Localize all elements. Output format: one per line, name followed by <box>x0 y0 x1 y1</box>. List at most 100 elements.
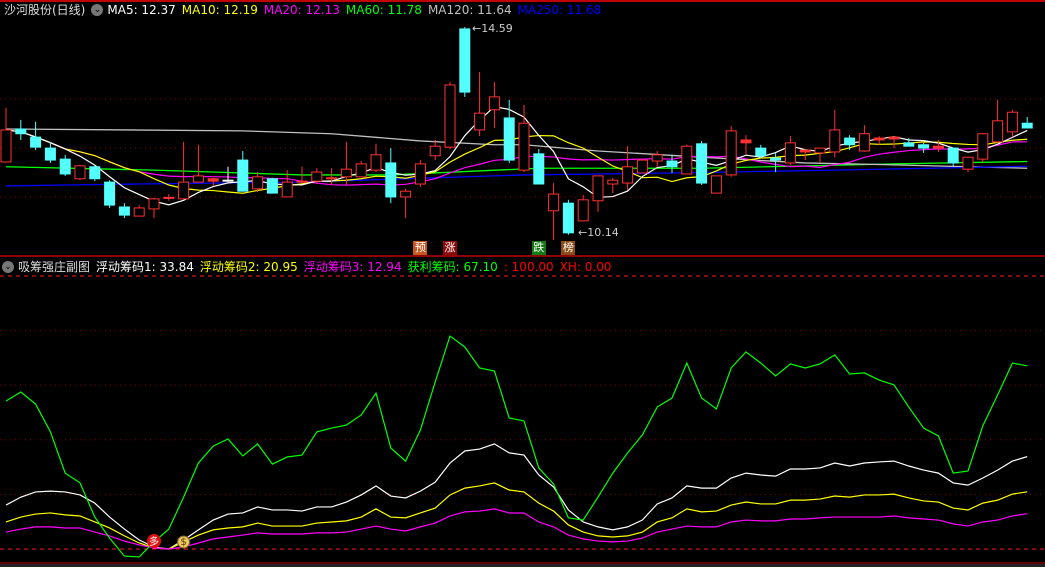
candle <box>192 144 204 183</box>
signal-marker-text: $ <box>180 537 186 548</box>
candle <box>0 107 12 163</box>
chevron-down-icon[interactable]: ⌄ <box>2 261 14 273</box>
candle-body <box>104 181 116 206</box>
candle <box>903 138 915 147</box>
candle <box>104 180 116 208</box>
candle <box>651 150 663 167</box>
candle-body <box>992 120 1004 143</box>
candle <box>518 105 530 173</box>
candle <box>30 121 42 151</box>
candle-body <box>296 180 308 183</box>
candle-body <box>178 181 190 200</box>
ma-line-ma5 <box>5 106 1028 206</box>
candle <box>207 177 219 186</box>
candle <box>799 149 811 161</box>
sub-line <box>5 443 1028 550</box>
candle <box>340 141 352 185</box>
candle <box>577 195 589 222</box>
candle-body <box>844 137 856 146</box>
candle <box>562 199 574 235</box>
chevron-down-icon[interactable]: ⌄ <box>91 4 104 16</box>
candle <box>163 194 175 201</box>
candle <box>666 154 678 174</box>
ma-line-ma20 <box>5 129 1028 186</box>
candle-body <box>548 193 560 212</box>
candle-body <box>15 128 27 135</box>
event-tag[interactable]: 涨 <box>443 241 457 255</box>
candle-body <box>0 129 12 163</box>
event-tag[interactable]: 榜 <box>561 241 576 255</box>
candle <box>429 139 441 161</box>
candle-body <box>725 130 737 176</box>
candle-body <box>222 179 234 182</box>
duo-signal-icon <box>147 534 161 548</box>
legend-item: MA20: 12.13 <box>263 3 340 17</box>
event-tag[interactable]: 跌 <box>531 241 546 255</box>
candle <box>444 82 456 150</box>
candle-body <box>252 176 264 190</box>
high-price-label: ←14.59 <box>472 22 513 35</box>
candle-body <box>311 171 323 182</box>
candle <box>1006 109 1018 138</box>
candle-body <box>281 181 293 198</box>
bottom-scrollbar[interactable] <box>0 564 1045 567</box>
candle-body <box>503 117 515 161</box>
legend-item: MA60: 11.78 <box>345 3 422 17</box>
candle-body <box>577 199 589 222</box>
stock-title: 沙河股份(日线) <box>4 3 86 17</box>
candle <box>814 147 826 163</box>
money-bag-icon <box>177 535 191 549</box>
candle-body <box>370 154 382 171</box>
candle-body <box>651 154 663 162</box>
candle <box>873 136 885 145</box>
event-tag[interactable]: 预 <box>413 241 428 255</box>
candle-body <box>163 196 175 199</box>
candle-body <box>74 165 86 180</box>
candle-body <box>740 139 752 144</box>
candle-body <box>666 160 678 168</box>
candle <box>488 82 500 129</box>
candle <box>607 177 619 194</box>
candle <box>133 205 145 217</box>
candle-body <box>829 129 841 153</box>
candle-body <box>459 28 471 93</box>
candle-body <box>918 144 930 149</box>
candle <box>992 99 1004 143</box>
candle-body <box>266 178 278 194</box>
candle-body <box>710 175 722 194</box>
low-price-value: 10.14 <box>587 226 619 239</box>
sub-line <box>5 482 1028 550</box>
candle-body <box>681 145 693 175</box>
candle-body <box>622 166 634 184</box>
candle <box>592 175 604 212</box>
signal-marker-text: 多 <box>149 535 159 548</box>
candle-body <box>340 168 352 178</box>
candle-body <box>148 198 160 210</box>
candle <box>118 203 130 219</box>
candle <box>74 164 86 181</box>
candle <box>844 135 856 151</box>
legend-item: MA10: 12.19 <box>181 3 258 17</box>
legend-item: MA5: 12.37 <box>107 3 176 17</box>
low-price-label: ←10.14 <box>578 226 619 239</box>
candle <box>178 141 190 200</box>
candle <box>962 156 974 173</box>
candle <box>400 188 412 219</box>
ma-line-ma120 <box>5 128 1028 169</box>
legend-item: MA250: 11.68 <box>517 3 602 17</box>
candle-body <box>784 142 796 164</box>
ma-legend: MA5: 12.37 MA10: 12.19 MA20: 12.13 MA60: 11… <box>107 0 607 20</box>
candle <box>266 177 278 194</box>
candle <box>784 136 796 165</box>
candle-body <box>118 206 130 216</box>
candle-body <box>444 84 456 148</box>
candle-body <box>755 147 767 157</box>
candle <box>681 144 693 175</box>
legend-item: 浮动筹码2: 20.95 <box>199 260 298 274</box>
candle-body <box>903 142 915 147</box>
candle-body <box>89 166 101 180</box>
candle <box>474 71 486 137</box>
candle-body <box>1021 122 1033 129</box>
candle-body <box>1006 111 1018 133</box>
